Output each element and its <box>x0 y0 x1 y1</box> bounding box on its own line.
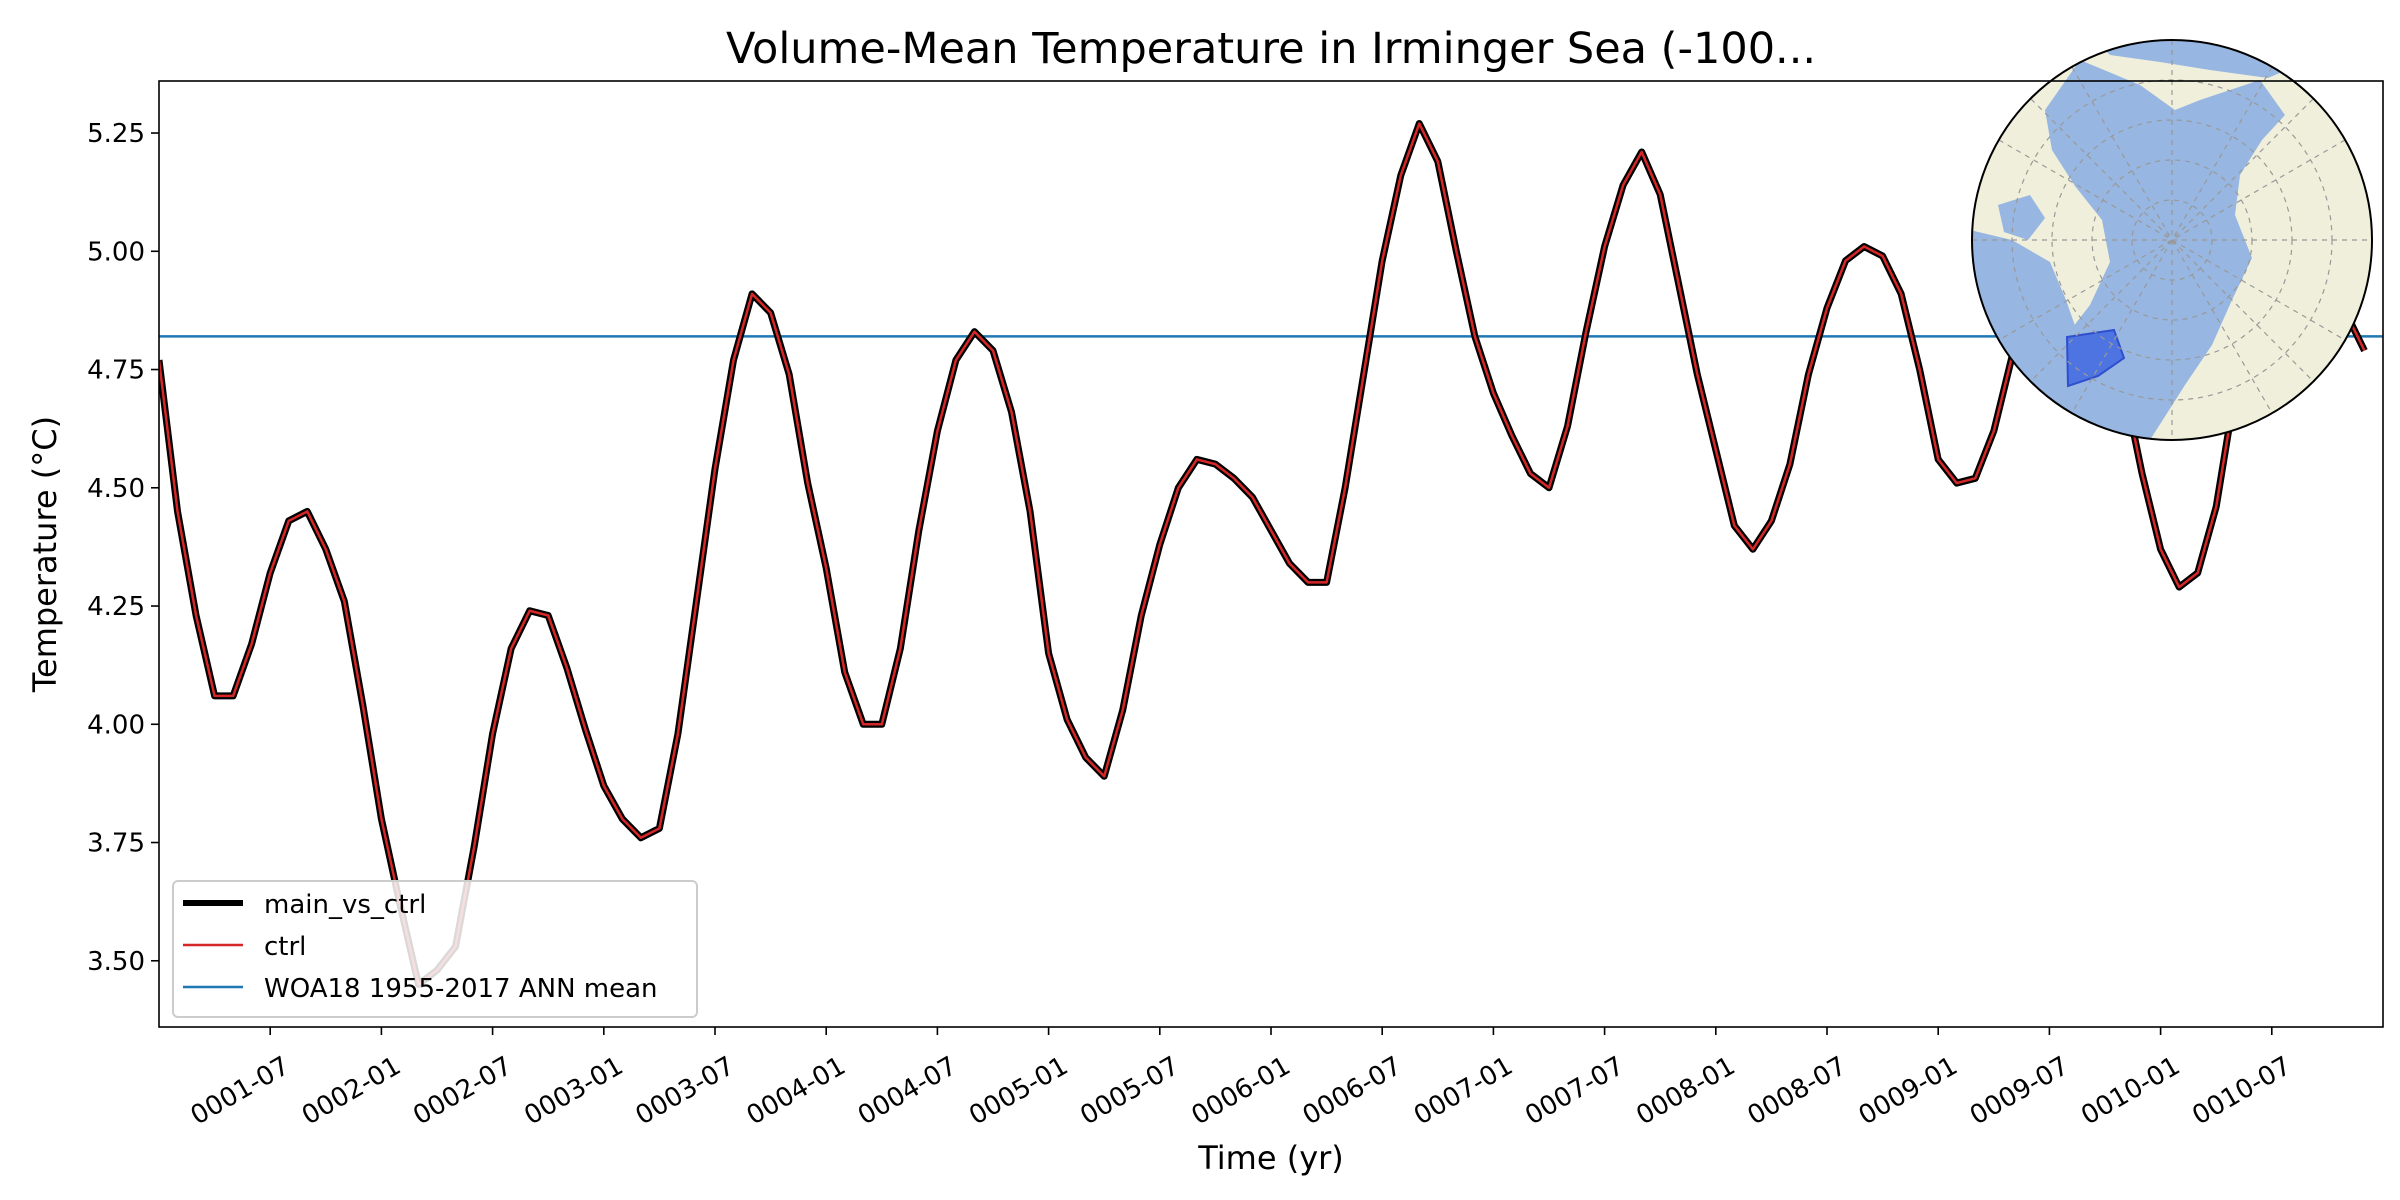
x-tick-label: 0006-01 <box>1187 1051 1296 1131</box>
legend-label-main-vs-ctrl: main_vs_ctrl <box>264 890 426 920</box>
inset-map <box>1971 39 2373 441</box>
x-tick-label: 0010-01 <box>2076 1051 2185 1131</box>
x-tick-label: 0009-01 <box>1854 1051 1963 1131</box>
y-tick-label: 5.25 <box>87 119 145 149</box>
y-tick-label: 4.00 <box>87 710 145 740</box>
y-tick-label: 3.75 <box>87 829 145 859</box>
map-graticule <box>1972 40 2372 440</box>
irminger-sea-region <box>2065 328 2126 388</box>
y-tick-label: 4.75 <box>87 356 145 386</box>
legend-label-woa18: WOA18 1955-2017 ANN mean <box>264 974 658 1004</box>
legend-box <box>172 880 698 1018</box>
y-axis: 3.50 3.75 4.00 4.25 4.50 4.75 5.00 5.25 <box>87 119 159 977</box>
x-tick-label: 0004-01 <box>742 1051 851 1131</box>
x-tick-label: 0002-07 <box>408 1051 517 1131</box>
legend: main_vs_ctrl ctrl WOA18 1955-2017 ANN me… <box>172 880 698 1018</box>
map-hudson-bay <box>1998 195 2045 240</box>
x-tick-label: 0010-07 <box>2187 1051 2296 1131</box>
legend-label-ctrl: ctrl <box>264 932 306 962</box>
chart-title: Volume-Mean Temperature in Irminger Sea … <box>726 24 1816 74</box>
x-tick-label: 0007-07 <box>1520 1051 1629 1131</box>
y-tick-label: 4.50 <box>87 474 145 504</box>
x-tick-label: 0009-07 <box>1965 1051 2074 1131</box>
x-tick-label: 0001-07 <box>186 1051 295 1131</box>
x-tick-label: 0004-07 <box>853 1051 962 1131</box>
y-tick-label: 4.25 <box>87 592 145 622</box>
x-axis-label: Time (yr) <box>1197 1139 1344 1177</box>
x-tick-label: 0006-07 <box>1298 1051 1407 1131</box>
x-tick-label: 0008-07 <box>1743 1051 1852 1131</box>
x-tick-label: 0007-01 <box>1409 1051 1518 1131</box>
series-line-ctrl <box>159 122 2366 986</box>
x-tick-label: 0005-07 <box>1075 1051 1184 1131</box>
y-axis-label: Temperature (°C) <box>26 416 64 693</box>
x-tick-label: 0008-01 <box>1631 1051 1740 1131</box>
y-tick-label: 3.50 <box>87 947 145 977</box>
x-tick-label: 0002-01 <box>297 1051 406 1131</box>
x-tick-label: 0005-01 <box>964 1051 1073 1131</box>
y-tick-label: 5.00 <box>87 237 145 267</box>
x-tick-label: 0003-07 <box>631 1051 740 1131</box>
map-ocean-pacific <box>2070 40 2310 78</box>
x-tick-label: 0003-01 <box>519 1051 628 1131</box>
x-axis: 0001-07 0002-01 0002-07 0003-01 0003-07 0004-… <box>186 1027 2297 1131</box>
